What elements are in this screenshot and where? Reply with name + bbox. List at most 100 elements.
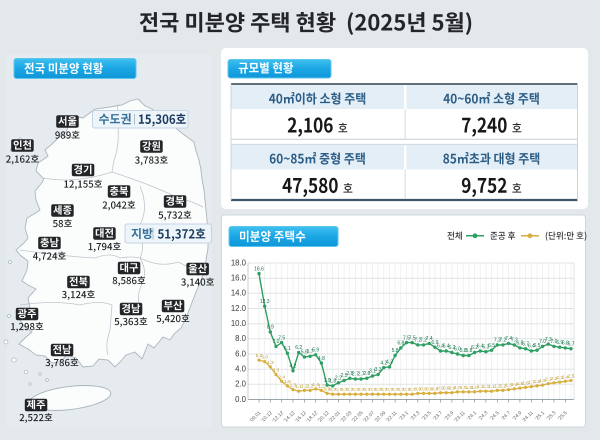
svg-text:1.4: 1.4: [312, 382, 319, 388]
svg-text:'25.5: '25.5: [557, 410, 569, 422]
svg-text:1.0: 1.0: [460, 385, 467, 391]
svg-text:5.9: 5.9: [312, 348, 319, 354]
svg-text:0.7: 0.7: [386, 387, 393, 393]
svg-text:1.0: 1.0: [466, 385, 473, 391]
svg-text:1.0: 1.0: [471, 385, 478, 391]
svg-text:4.3: 4.3: [267, 360, 274, 366]
svg-text:5.8: 5.8: [460, 348, 467, 354]
svg-text:7.3: 7.3: [545, 337, 552, 343]
svg-text:2.7: 2.7: [358, 372, 365, 378]
svg-text:0.7: 0.7: [363, 387, 370, 393]
svg-text:3.1: 3.1: [369, 369, 376, 375]
svg-text:6.2: 6.2: [448, 345, 455, 351]
svg-text:0.7: 0.7: [335, 387, 342, 393]
svg-text:4.2: 4.2: [380, 360, 387, 366]
svg-text:'23.9: '23.9: [444, 410, 456, 422]
svg-text:5.6: 5.6: [301, 350, 308, 356]
svg-text:0.8: 0.8: [420, 386, 427, 392]
svg-text:0.7: 0.7: [352, 387, 359, 393]
svg-text:2.5: 2.5: [568, 374, 575, 380]
svg-text:0.7: 0.7: [403, 387, 410, 393]
svg-text:8.9: 8.9: [267, 325, 274, 331]
svg-text:7.2: 7.2: [420, 338, 427, 344]
svg-text:4.2: 4.2: [290, 363, 297, 369]
svg-text:1.2: 1.2: [301, 383, 308, 389]
svg-text:1.9: 1.9: [539, 378, 546, 384]
svg-text:0.7: 0.7: [380, 387, 387, 393]
svg-text:7.4: 7.4: [505, 336, 512, 342]
svg-text:10.0: 10.0: [231, 319, 247, 328]
svg-text:1.3: 1.3: [505, 383, 512, 389]
svg-text:5.8: 5.8: [392, 348, 399, 354]
svg-text:0.7: 0.7: [341, 387, 348, 393]
svg-text:5.2: 5.2: [256, 353, 263, 359]
svg-text:1.2: 1.2: [500, 383, 507, 389]
svg-text:0.7: 0.7: [358, 387, 365, 393]
svg-text:2.2: 2.2: [335, 376, 342, 382]
svg-text:6.4: 6.4: [528, 344, 535, 350]
svg-text:4.8: 4.8: [318, 356, 325, 362]
svg-text:0.8: 0.8: [324, 386, 331, 392]
svg-text:7.2: 7.2: [511, 338, 518, 344]
svg-text:0.9: 0.9: [449, 386, 456, 392]
svg-text:1.8: 1.8: [284, 379, 291, 385]
svg-text:12.0: 12.0: [231, 304, 247, 313]
svg-text:2.5: 2.5: [341, 373, 348, 379]
svg-text:1.1: 1.1: [295, 384, 302, 390]
svg-text:5.0: 5.0: [261, 355, 268, 361]
svg-text:6.9: 6.9: [556, 340, 563, 346]
svg-text:6.9: 6.9: [431, 340, 438, 346]
svg-text:3.3: 3.3: [375, 367, 382, 373]
svg-text:'23.3: '23.3: [409, 410, 421, 422]
svg-text:2.3: 2.3: [556, 375, 563, 381]
svg-text:1.0: 1.0: [454, 385, 461, 391]
svg-text:'24.1: '24.1: [466, 410, 478, 422]
svg-text:0.7: 0.7: [329, 387, 336, 393]
svg-text:2.7: 2.7: [352, 372, 359, 378]
svg-text:4.3: 4.3: [386, 360, 393, 366]
svg-text:2.1: 2.1: [545, 377, 552, 383]
svg-text:6.7: 6.7: [568, 341, 575, 347]
svg-text:6.3: 6.3: [482, 344, 489, 350]
svg-text:0.8: 0.8: [414, 386, 421, 392]
svg-text:7.0: 7.0: [551, 339, 558, 345]
svg-text:0.9: 0.9: [437, 386, 444, 392]
svg-text:'24.9: '24.9: [512, 410, 524, 422]
svg-text:0.7: 0.7: [392, 387, 399, 393]
svg-text:1.8: 1.8: [534, 379, 541, 385]
svg-text:6.7: 6.7: [522, 341, 529, 347]
svg-text:1.9: 1.9: [324, 378, 331, 384]
svg-text:'25.3: '25.3: [546, 410, 558, 422]
svg-text:16.0: 16.0: [231, 274, 247, 283]
svg-text:'23.1: '23.1: [398, 410, 410, 422]
svg-text:6.1: 6.1: [284, 346, 291, 352]
svg-text:6.5: 6.5: [534, 343, 541, 349]
svg-text:7.5: 7.5: [409, 335, 416, 341]
svg-text:6.5: 6.5: [488, 343, 495, 349]
svg-text:16.6: 16.6: [254, 266, 264, 272]
svg-text:1.2: 1.2: [494, 383, 501, 389]
svg-text:1.8: 1.8: [329, 379, 336, 385]
svg-text:5.7: 5.7: [307, 349, 314, 355]
svg-text:1.5: 1.5: [517, 381, 524, 387]
svg-text:0.8: 0.8: [432, 386, 439, 392]
svg-text:7.2: 7.2: [414, 338, 421, 344]
svg-text:2.4: 2.4: [278, 374, 285, 380]
svg-text:0.7: 0.7: [375, 387, 382, 393]
svg-text:'24.7: '24.7: [500, 410, 512, 422]
svg-text:0.9: 0.9: [443, 386, 450, 392]
svg-text:6.0: 6.0: [235, 349, 247, 358]
svg-text:2.8: 2.8: [346, 371, 353, 377]
svg-text:1.1: 1.1: [488, 384, 495, 390]
svg-text:7.2: 7.2: [494, 338, 501, 344]
svg-text:6.4: 6.4: [443, 344, 450, 350]
svg-text:'23.7: '23.7: [432, 410, 444, 422]
svg-text:14.0: 14.0: [231, 289, 247, 298]
svg-text:7.4: 7.4: [426, 336, 433, 342]
svg-text:6.4: 6.4: [477, 344, 484, 350]
svg-text:1.7: 1.7: [528, 380, 535, 386]
svg-text:0.7: 0.7: [397, 387, 404, 393]
svg-text:2.0: 2.0: [235, 380, 247, 389]
svg-text:6.0: 6.0: [454, 347, 461, 353]
svg-text:2.8: 2.8: [363, 371, 370, 377]
